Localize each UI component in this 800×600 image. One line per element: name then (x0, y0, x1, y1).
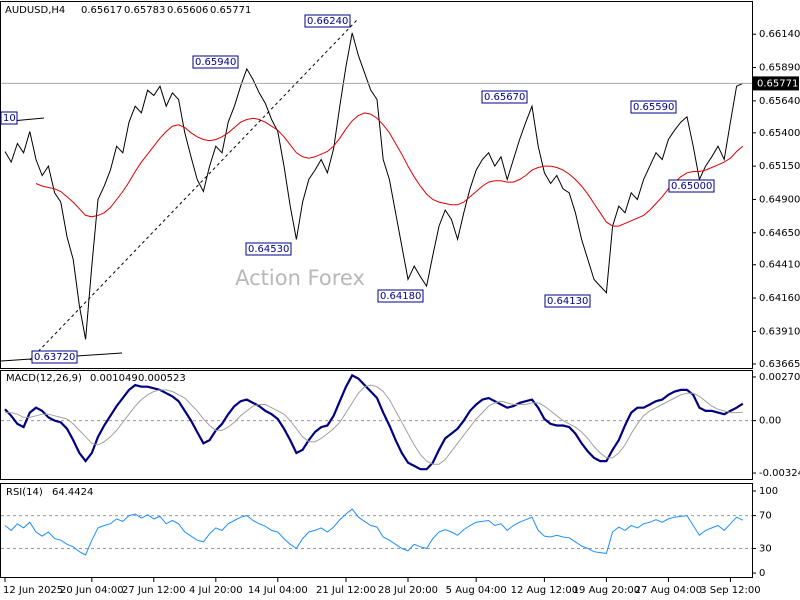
current-price-label: 0.65771 (757, 78, 798, 89)
current-price-box (753, 76, 799, 91)
price-label: 0.64530 (248, 244, 289, 255)
x-tick-label: 12 Jun 2025 (3, 585, 63, 596)
y-tick-label: 0.64900 (759, 194, 800, 205)
price-label-box (377, 289, 424, 303)
price-label-box (31, 350, 78, 364)
y-tick-label: 100 (759, 486, 778, 497)
y-tick-label: -0.003241 (759, 468, 800, 479)
price-label: 0.64180 (380, 291, 421, 302)
macd-value: 0.001049 (90, 373, 138, 384)
x-tick-label: 14 Jul 04:00 (248, 585, 308, 596)
series-line (4, 508, 744, 556)
signal-value: 0.000523 (138, 373, 186, 384)
x-tick-label: 27 Jun 12:00 (122, 585, 186, 596)
price-label-box (0, 111, 18, 125)
series-line (35, 112, 744, 227)
x-tick-label: 20 Jun 04:00 (60, 585, 124, 596)
price-label: 0.65940 (195, 57, 236, 68)
price-label-box (544, 294, 591, 308)
price-label: 0.65590 (633, 102, 674, 113)
x-tick-label: 3 Sep 12:00 (700, 585, 760, 596)
x-tick-label: 27 Aug 04:00 (635, 585, 702, 596)
x-tick-label: 21 Jul 12:00 (316, 585, 376, 596)
y-tick-label: 0.66140 (759, 29, 800, 40)
y-tick-label: 70 (759, 511, 772, 522)
x-tick-label: 4 Jul 20:00 (189, 585, 243, 596)
price-label: 0.66240 (307, 16, 348, 27)
x-tick-label: 5 Aug 04:00 (446, 585, 507, 596)
watermark: Action Forex (235, 266, 365, 290)
y-tick-label: 0 (759, 568, 765, 579)
price-label-box (304, 14, 351, 28)
price-pane (0, 1, 753, 369)
price-label: 0.64130 (547, 296, 588, 307)
price-label: 10 (3, 113, 16, 124)
macd-pane (0, 370, 753, 480)
price-label: 0.65670 (484, 92, 525, 103)
trend-line (29, 19, 358, 361)
price-label: 0.65000 (671, 181, 712, 192)
series-line (4, 32, 744, 340)
price-label-box (668, 179, 715, 193)
header-high: 0.65783 (124, 5, 165, 16)
header-low: 0.65606 (167, 5, 208, 16)
series-line (5, 384, 743, 465)
y-tick-label: 0.65890 (759, 63, 800, 74)
y-tick-label: 0.00 (759, 416, 781, 427)
y-tick-label: 0.64650 (759, 228, 800, 239)
macd-title: MACD(12,26,9) (6, 373, 82, 384)
y-tick-label: 30 (759, 543, 772, 554)
x-tick-label: 19 Aug 20:00 (573, 585, 640, 596)
y-tick-label: 0.65400 (759, 128, 800, 139)
price-label-box (481, 90, 528, 104)
price-label-box (630, 100, 677, 114)
y-tick-label: 0.64410 (759, 260, 800, 271)
series-line (4, 373, 744, 471)
rsi-value: 64.4424 (52, 487, 93, 498)
symbol-title: AUDUSD,H4 (5, 5, 65, 16)
y-tick-label: 0.63910 (759, 326, 800, 337)
y-tick-label: 0.002702 (759, 372, 800, 383)
x-tick-label: 28 Jul 20:00 (378, 585, 438, 596)
y-tick-label: 0.64160 (759, 293, 800, 304)
price-label-box (192, 55, 239, 69)
price-label: 0.63720 (34, 352, 75, 363)
rsi-title: RSI(14) (6, 487, 43, 498)
header-open: 0.65617 (81, 5, 122, 16)
price-label-box (245, 242, 292, 256)
y-tick-label: 0.65640 (759, 96, 800, 107)
y-tick-label: 0.65150 (759, 161, 800, 172)
rsi-pane (0, 483, 753, 578)
y-tick-label: 0.63665 (759, 359, 800, 370)
x-tick-label: 12 Aug 12:00 (511, 585, 578, 596)
header-close: 0.65771 (210, 5, 251, 16)
